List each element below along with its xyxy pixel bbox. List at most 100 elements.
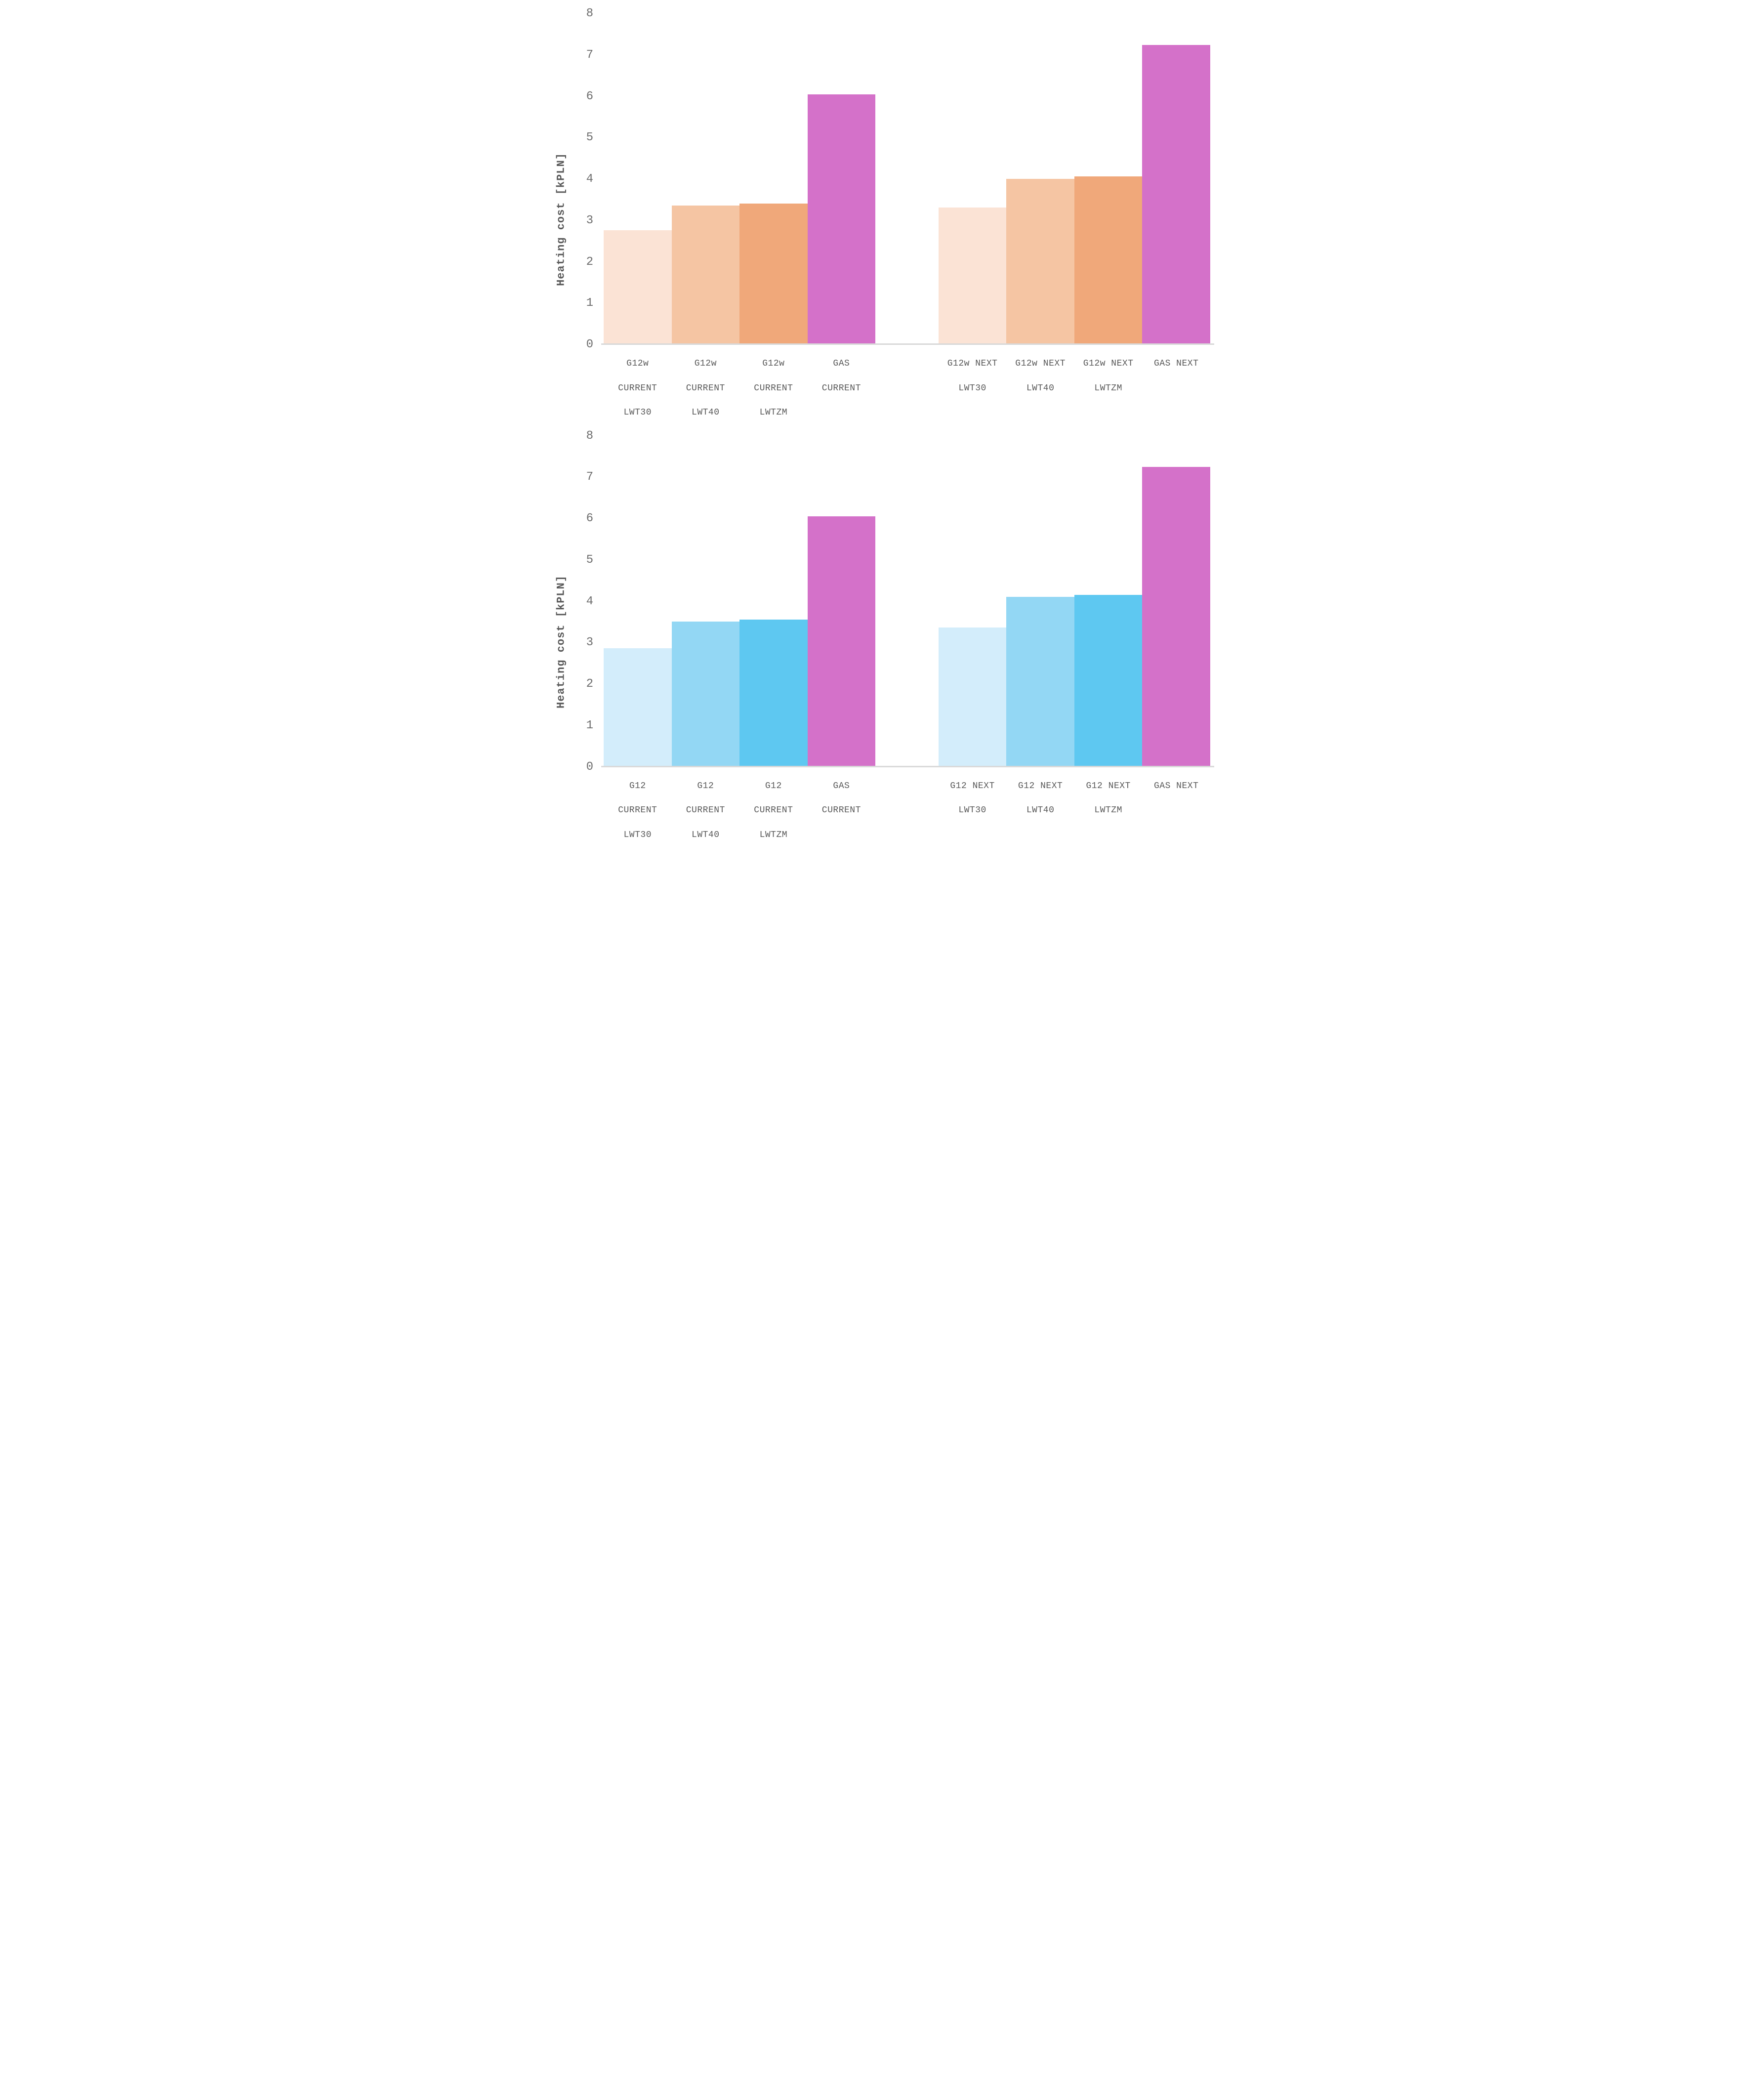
x-label-line: G12w NEXT <box>1015 359 1066 369</box>
x-label-line: CURRENT <box>686 383 725 393</box>
y-tick-4: 4 <box>586 172 593 186</box>
x-label-line: LWT40 <box>1026 805 1055 815</box>
y-tick-8: 8 <box>586 429 593 443</box>
x-label-line: CURRENT <box>754 805 793 815</box>
x-label-line: LWT40 <box>1026 383 1055 393</box>
y-tick-0: 0 <box>586 338 593 351</box>
y-tick-2: 2 <box>586 255 593 269</box>
y-tick-6: 6 <box>586 89 593 103</box>
x-label-gas-current: GAS CURRENT <box>808 774 876 848</box>
y-tick-1: 1 <box>586 718 593 732</box>
bar-g12w-current-lwt40 <box>671 205 740 343</box>
x-label-line: G12 <box>697 781 714 791</box>
y-tick-3: 3 <box>586 636 593 650</box>
x-label-row: G12 CURRENT LWT30 G12 CURRENT LWT40 G12 CURRENT… <box>601 767 1214 848</box>
bar-gas-next <box>1142 467 1210 766</box>
x-label-line: G12 NEXT <box>950 781 995 791</box>
x-label-line: G12 <box>629 781 646 791</box>
x-label-line: LWT40 <box>692 408 720 418</box>
bar-g12-current-lwtzm <box>739 619 808 766</box>
page: Heating cost [kPLN] 0 1 2 3 4 5 6 7 8 G12w CURREN… <box>550 0 1214 847</box>
x-label-line: GAS NEXT <box>1153 359 1199 369</box>
chart-top-heating-cost-g12w: Heating cost [kPLN] 0 1 2 3 4 5 6 7 8 G12w CURREN… <box>550 3 1214 425</box>
group-spacer <box>875 774 939 848</box>
y-axis-title: Heating cost [kPLN] <box>555 575 568 709</box>
plot-wrap: G12 CURRENT LWT30 G12 CURRENT LWT40 G12 CURRENT… <box>601 436 1214 848</box>
bar-g12-next-lwt40 <box>1006 596 1074 766</box>
y-axis-title: Heating cost [kPLN] <box>555 153 568 287</box>
y-tick-2: 2 <box>586 677 593 691</box>
y-tick-3: 3 <box>586 213 593 227</box>
x-label-line: GAS NEXT <box>1153 781 1199 791</box>
y-tick-column: 0 1 2 3 4 5 6 7 8 <box>573 430 601 773</box>
bar-g12-current-lwt30 <box>604 648 672 766</box>
y-tick-4: 4 <box>586 594 593 608</box>
x-label-line: LWTZM <box>1094 805 1122 815</box>
x-label-g12-next-lwt30: G12 NEXT LWT30 <box>939 774 1007 848</box>
plot-area <box>601 14 1214 345</box>
x-label-g12w-next-lwtzm: G12w NEXT LWTZM <box>1074 352 1143 425</box>
y-tick-7: 7 <box>586 470 593 484</box>
x-label-g12-current-lwt40: G12 CURRENT LWT40 <box>672 774 740 848</box>
bar-g12-next-lwtzm <box>1074 594 1143 766</box>
x-label-line: CURRENT <box>821 805 861 815</box>
chart-row: Heating cost [kPLN] 0 1 2 3 4 5 6 7 8 G12w CURREN… <box>550 8 1214 425</box>
x-label-line: G12w NEXT <box>947 359 998 369</box>
plot-wrap: G12w CURRENT LWT30 G12w CURRENT LWT40 G12w CURR… <box>601 14 1214 425</box>
x-label-line: G12 NEXT <box>1018 781 1063 791</box>
bar-gas-current <box>807 516 876 766</box>
x-label-line: GAS <box>833 781 850 791</box>
x-label-line: LWTZM <box>1094 383 1122 393</box>
bar-gas-current <box>807 94 876 343</box>
x-label-g12-current-lwtzm: G12 CURRENT LWTZM <box>739 774 808 848</box>
x-label-line: CURRENT <box>686 805 725 815</box>
y-tick-5: 5 <box>586 131 593 145</box>
x-label-line: GAS <box>833 359 850 369</box>
x-label-line: G12w <box>626 359 649 369</box>
bar-gas-next <box>1142 44 1210 343</box>
y-tick-6: 6 <box>586 512 593 525</box>
x-label-line: G12 NEXT <box>1086 781 1131 791</box>
y-axis-title-column: Heating cost [kPLN] <box>550 436 573 848</box>
x-label-g12w-current-lwt40: G12w CURRENT LWT40 <box>672 352 740 425</box>
x-label-line: LWT30 <box>623 408 652 418</box>
x-label-g12w-current-lwtzm: G12w CURRENT LWTZM <box>739 352 808 425</box>
y-tick-5: 5 <box>586 553 593 567</box>
bar-g12w-next-lwt30 <box>938 207 1007 343</box>
x-label-gas-next: GAS NEXT <box>1142 774 1210 848</box>
y-tick-0: 0 <box>586 760 593 774</box>
x-label-line: G12w <box>694 359 717 369</box>
x-label-g12-current-lwt30: G12 CURRENT LWT30 <box>604 774 672 848</box>
x-label-line: CURRENT <box>618 383 657 393</box>
x-label-gas-current: GAS CURRENT <box>808 352 876 425</box>
y-tick-7: 7 <box>586 48 593 62</box>
x-label-g12-next-lwtzm: G12 NEXT LWTZM <box>1074 774 1143 848</box>
x-label-line: G12w NEXT <box>1083 359 1134 369</box>
x-label-line: G12w <box>762 359 785 369</box>
x-label-line: LWT30 <box>623 830 652 840</box>
x-label-g12-next-lwt40: G12 NEXT LWT40 <box>1006 774 1074 848</box>
x-label-line: LWTZM <box>759 830 788 840</box>
y-tick-column: 0 1 2 3 4 5 6 7 8 <box>573 8 601 351</box>
plot-area <box>601 436 1214 767</box>
chart-bottom-heating-cost-g12: Heating cost [kPLN] 0 1 2 3 4 5 6 7 8 G12 CURRENT… <box>550 425 1214 848</box>
x-label-line: LWT30 <box>958 383 986 393</box>
y-tick-1: 1 <box>586 296 593 310</box>
x-label-g12w-next-lwt30: G12w NEXT LWT30 <box>939 352 1007 425</box>
x-label-line: LWT40 <box>692 830 720 840</box>
x-label-row: G12w CURRENT LWT30 G12w CURRENT LWT40 G12w CURR… <box>601 345 1214 425</box>
x-label-line: CURRENT <box>618 805 657 815</box>
x-label-g12w-next-lwt40: G12w NEXT LWT40 <box>1006 352 1074 425</box>
bar-g12-current-lwt40 <box>671 621 740 766</box>
x-label-line: CURRENT <box>821 383 861 393</box>
chart-row: Heating cost [kPLN] 0 1 2 3 4 5 6 7 8 G12 CURRENT… <box>550 430 1214 848</box>
x-label-line: LWTZM <box>759 408 788 418</box>
bar-g12w-current-lwt30 <box>604 230 672 343</box>
y-axis-title-column: Heating cost [kPLN] <box>550 14 573 425</box>
x-label-gas-next: GAS NEXT <box>1142 352 1210 425</box>
x-label-line: CURRENT <box>754 383 793 393</box>
bar-g12w-current-lwtzm <box>739 203 808 343</box>
x-label-line: LWT30 <box>958 805 986 815</box>
x-label-line: G12 <box>765 781 782 791</box>
bar-g12w-next-lwtzm <box>1074 176 1143 343</box>
